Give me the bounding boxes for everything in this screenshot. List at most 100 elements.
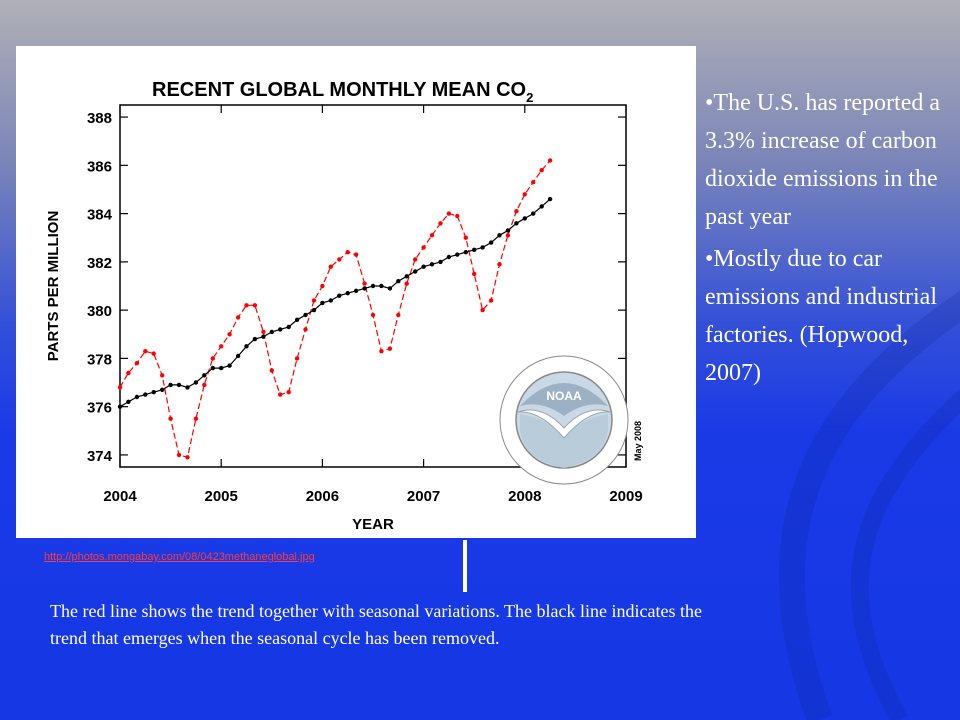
data-point-series-1 <box>505 228 511 233</box>
data-point-series-1 <box>370 283 376 289</box>
data-point-series-1 <box>404 274 409 279</box>
data-point-series-0 <box>278 392 283 397</box>
data-point-series-0 <box>202 382 207 388</box>
data-point-series-0 <box>210 356 215 361</box>
data-point-series-0 <box>429 233 435 238</box>
data-point-series-1 <box>429 262 435 267</box>
data-point-series-0 <box>370 312 376 318</box>
data-point-series-1 <box>235 353 241 359</box>
x-axis-label: YEAR <box>352 516 394 533</box>
plot-frame <box>119 104 627 468</box>
data-point-series-0 <box>488 298 494 303</box>
data-point-series-1 <box>531 211 536 216</box>
data-point-series-1 <box>126 399 131 404</box>
y-tick-label: 386 <box>87 158 112 175</box>
x-tick-label: 2009 <box>609 488 642 505</box>
data-point-series-1 <box>522 216 527 221</box>
data-point-series-0 <box>303 327 308 332</box>
up-arrow-icon <box>463 540 467 592</box>
data-point-series-1 <box>413 269 418 274</box>
data-point-series-1 <box>219 365 224 371</box>
data-point-series-1 <box>362 286 367 291</box>
y-axis-label: PARTS PER MILLION <box>45 211 62 362</box>
y-tick-label: 384 <box>87 207 113 224</box>
co2-chart: RECENT GLOBAL MONTHLY MEAN CO2 374 376 378… <box>45 79 643 533</box>
data-point-series-1 <box>488 240 494 245</box>
x-tick-label: 2005 <box>205 488 238 505</box>
y-tick-label: 382 <box>87 255 112 272</box>
data-point-series-0 <box>320 283 325 289</box>
data-point-series-0 <box>311 298 317 303</box>
bullet-item: •The U.S. has reported a 3.3% increase o… <box>705 90 940 230</box>
x-tick-label: 2004 <box>103 488 137 505</box>
data-point-series-1 <box>160 387 165 392</box>
data-point-series-1 <box>227 363 232 368</box>
data-point-series-1 <box>168 382 173 388</box>
data-point-series-0 <box>126 370 131 376</box>
y-tick-label: 374 <box>87 448 113 465</box>
data-point-series-1 <box>143 392 148 397</box>
data-point-series-0 <box>480 307 485 313</box>
data-point-series-0 <box>463 235 468 240</box>
data-point-series-1 <box>472 247 477 252</box>
data-point-series-1 <box>210 365 215 371</box>
x-tick-label: 2007 <box>407 488 440 505</box>
data-point-series-1 <box>278 327 283 332</box>
data-point-series-0 <box>219 344 224 349</box>
x-tick-label: 2008 <box>508 488 541 505</box>
data-point-series-0 <box>252 303 258 308</box>
data-point-series-0 <box>514 209 519 214</box>
data-point-series-1 <box>303 312 308 318</box>
source-link[interactable]: http://photos.mongabay.com/08/0423methan… <box>44 551 315 563</box>
data-point-series-0 <box>261 329 266 335</box>
data-point-series-0 <box>160 373 165 378</box>
data-point-series-0 <box>117 385 123 390</box>
chart-title: RECENT GLOBAL MONTHLY MEAN CO2 <box>152 79 533 105</box>
data-point-series-1 <box>547 196 553 202</box>
data-point-series-0 <box>294 356 300 361</box>
data-point-series-1 <box>455 252 460 257</box>
data-point-series-0 <box>396 312 401 318</box>
data-point-series-0 <box>455 213 460 219</box>
data-point-series-1 <box>396 279 401 284</box>
data-point-series-1 <box>176 382 182 388</box>
data-point-series-1 <box>497 233 502 238</box>
chart-caption: The red line shows the trend together wi… <box>50 601 702 648</box>
data-point-series-1 <box>117 404 123 409</box>
data-point-series-0 <box>134 361 140 366</box>
data-point-series-1 <box>480 245 485 250</box>
y-tick-label: 378 <box>87 351 112 368</box>
data-point-series-1 <box>193 380 199 385</box>
data-point-series-0 <box>353 252 359 257</box>
data-point-series-0 <box>227 332 232 337</box>
data-point-series-0 <box>286 390 291 395</box>
y-tick-label: 376 <box>87 400 112 417</box>
data-point-series-1 <box>294 317 300 322</box>
data-point-series-0 <box>522 192 527 197</box>
data-point-series-1 <box>463 250 468 255</box>
data-point-series-0 <box>168 416 173 421</box>
data-point-series-0 <box>438 221 443 226</box>
data-point-series-0 <box>185 455 190 460</box>
data-point-series-1 <box>337 293 342 298</box>
data-point-series-0 <box>505 233 511 238</box>
data-point-series-0 <box>547 158 553 163</box>
background-swirl <box>778 290 960 720</box>
data-point-series-1 <box>387 286 393 291</box>
data-point-series-0 <box>387 346 393 351</box>
bullet-item: •Mostly due to car emissions and industr… <box>705 246 937 386</box>
data-point-series-0 <box>446 211 452 216</box>
data-point-series-1 <box>353 288 359 293</box>
data-point-series-1 <box>539 204 544 209</box>
data-point-series-1 <box>151 390 156 395</box>
data-point-series-0 <box>497 262 502 267</box>
data-point-series-1 <box>379 283 384 289</box>
data-point-series-1 <box>185 385 190 390</box>
data-point-series-0 <box>337 257 342 262</box>
y-tick-label: 388 <box>87 110 112 127</box>
noaa-logo-icon: NOAA <box>499 355 629 485</box>
noaa-logo-text: NOAA <box>546 389 582 403</box>
data-point-series-1 <box>421 264 426 269</box>
data-point-series-0 <box>472 271 477 277</box>
data-point-series-0 <box>143 349 148 354</box>
